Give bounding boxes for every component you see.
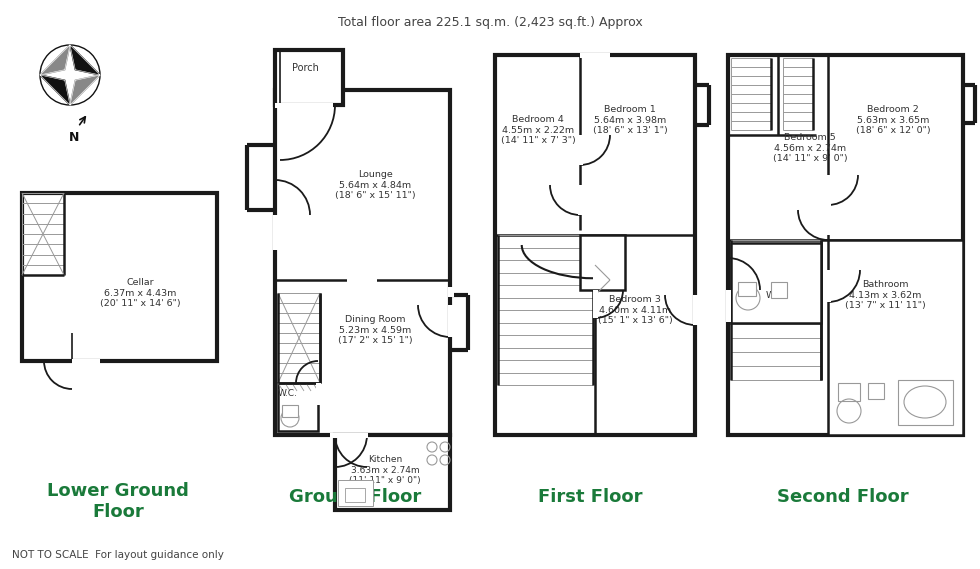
Polygon shape (70, 75, 100, 105)
Text: Bedroom 5
4.56m x 2.74m
(14' 11" x 9' 0"): Bedroom 5 4.56m x 2.74m (14' 11" x 9' 0"… (772, 133, 848, 163)
Text: Cellar
6.37m x 4.43m
(20' 11" x 14' 6"): Cellar 6.37m x 4.43m (20' 11" x 14' 6") (100, 278, 180, 308)
Text: Bathroom
4.13m x 3.62m
(13' 7" x 11' 11"): Bathroom 4.13m x 3.62m (13' 7" x 11' 11"… (845, 280, 925, 310)
Bar (726, 290, 731, 322)
Bar (693, 295, 698, 325)
Text: W.C.: W.C. (765, 291, 786, 299)
Text: NOT TO SCALE  For layout guidance only: NOT TO SCALE For layout guidance only (12, 550, 223, 560)
Bar (738, 282, 756, 296)
Text: Bedroom 4
4.55m x 2.22m
(14' 11" x 7' 3"): Bedroom 4 4.55m x 2.22m (14' 11" x 7' 3"… (501, 115, 575, 145)
Polygon shape (275, 50, 343, 105)
Bar (22, 193, 217, 361)
Text: Ground Floor: Ground Floor (289, 488, 421, 506)
Bar (275, 103, 333, 108)
Bar (593, 290, 598, 318)
Bar (273, 215, 278, 250)
Bar (345, 488, 365, 502)
Bar (578, 185, 583, 215)
Bar (826, 270, 831, 302)
Bar (580, 235, 625, 290)
Text: Kitchen
3.63m x 2.74m
(11' 11" x 9' 0"): Kitchen 3.63m x 2.74m (11' 11" x 9' 0") (349, 455, 420, 485)
Polygon shape (495, 55, 695, 435)
Bar (448, 305, 453, 337)
Bar (580, 53, 610, 58)
Text: Bedroom 2
5.63m x 3.65m
(18' 6" x 12' 0"): Bedroom 2 5.63m x 3.65m (18' 6" x 12' 0"… (856, 105, 930, 135)
Bar (448, 287, 454, 297)
Bar (578, 135, 583, 165)
Text: Porch: Porch (292, 63, 318, 73)
Text: Total floor area 225.1 sq.m. (2,423 sq.ft.) Approx: Total floor area 225.1 sq.m. (2,423 sq.f… (338, 16, 642, 29)
Polygon shape (275, 90, 450, 435)
Text: Lounge
5.64m x 4.84m
(18' 6" x 15' 11"): Lounge 5.64m x 4.84m (18' 6" x 15' 11") (335, 170, 416, 200)
Text: Bedroom 3
4.60m x 4.11m
(15' 1" x 13' 6"): Bedroom 3 4.60m x 4.11m (15' 1" x 13' 6"… (598, 295, 672, 325)
Bar (316, 383, 321, 405)
Text: First Floor: First Floor (538, 488, 642, 506)
Polygon shape (70, 45, 100, 75)
Polygon shape (40, 75, 70, 105)
Bar (838, 383, 860, 401)
Text: N: N (69, 131, 79, 144)
Bar (278, 383, 318, 431)
Bar (335, 433, 367, 438)
Bar (826, 175, 831, 205)
Bar (771, 282, 787, 298)
Bar (347, 278, 377, 283)
Bar (72, 359, 100, 364)
Polygon shape (335, 435, 450, 510)
Bar (898, 380, 953, 425)
Text: Second Floor: Second Floor (777, 488, 908, 506)
Polygon shape (728, 55, 963, 435)
Text: Lower Ground
Floor: Lower Ground Floor (47, 482, 189, 521)
Bar (828, 240, 963, 435)
Bar (868, 383, 884, 399)
Text: W.C.: W.C. (278, 389, 298, 398)
Bar (282, 405, 298, 417)
Bar (330, 433, 368, 438)
Bar (338, 480, 373, 506)
Polygon shape (40, 45, 70, 75)
Text: Bedroom 1
5.64m x 3.98m
(18' 6" x 13' 1"): Bedroom 1 5.64m x 3.98m (18' 6" x 13' 1"… (593, 105, 667, 135)
Text: Dining Room
5.23m x 4.59m
(17' 2" x 15' 1"): Dining Room 5.23m x 4.59m (17' 2" x 15' … (338, 315, 413, 345)
Bar (826, 205, 831, 235)
Bar (731, 243, 821, 323)
